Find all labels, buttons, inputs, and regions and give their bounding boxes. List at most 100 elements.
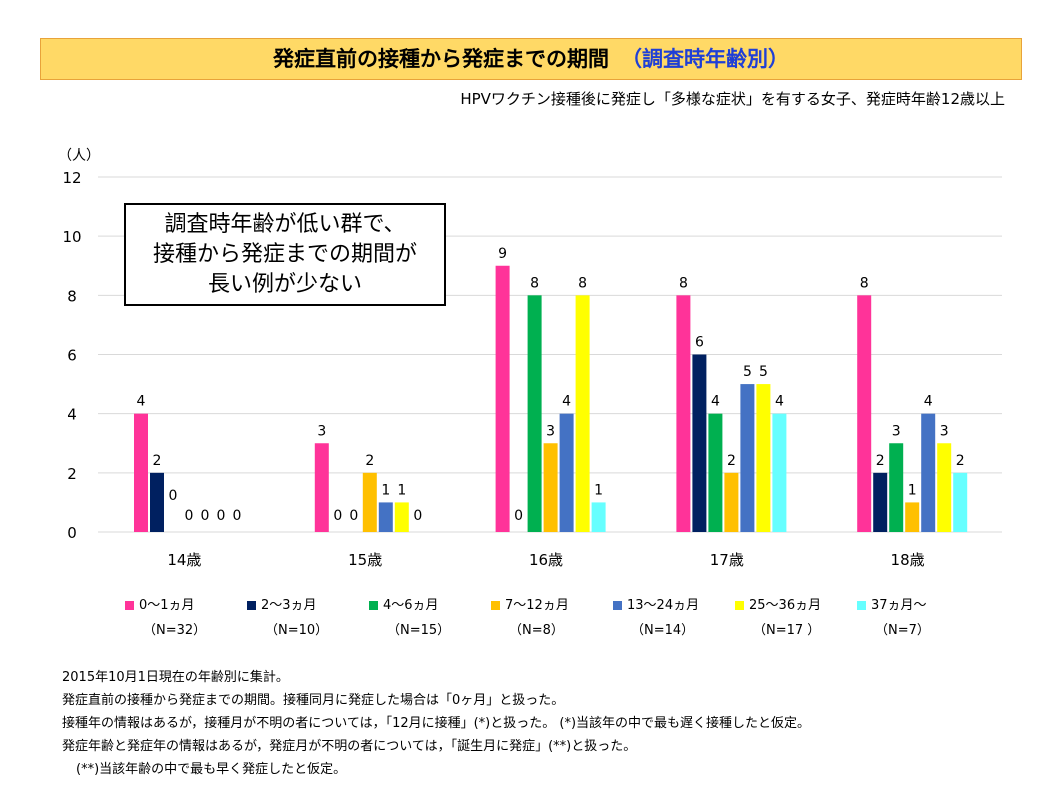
annotation-line: 調査時年齢が低い群で、 <box>164 212 406 237</box>
data-label: 4 <box>924 394 933 410</box>
y-tick-label: 0 <box>67 524 77 542</box>
annotation-line: 長い例が少ない <box>207 272 362 297</box>
bar <box>527 295 542 532</box>
bar <box>394 502 409 532</box>
bar <box>857 295 872 532</box>
footnotes: 2015年10月1日現在の年齢別に集計。 発症直前の接種から発症までの期間。接種… <box>62 666 810 781</box>
footnote: 発症直前の接種から発症までの期間。接種同月に発症した場合は「0ヶ月」と扱った。 <box>62 693 565 708</box>
bar <box>362 472 377 532</box>
bar <box>676 295 691 532</box>
legend-label: 25～36ヵ月 <box>749 598 822 613</box>
bar <box>591 502 606 532</box>
data-label: 5 <box>759 364 768 380</box>
bar <box>708 413 723 532</box>
data-label: 4 <box>137 394 146 410</box>
legend-item: 7～12ヵ月 （N=8） <box>491 594 569 638</box>
bar <box>756 384 771 532</box>
x-tick-label: 17歳 <box>710 551 744 569</box>
bar <box>724 472 739 532</box>
bar <box>543 443 558 532</box>
legend-item: 0～1ヵ月 （N=32） <box>125 594 206 638</box>
legend-label: 0～1ヵ月 <box>139 598 195 613</box>
bar <box>378 502 393 532</box>
chart-title-banner: 発症直前の接種から発症までの期間 （調査時年齢別） <box>40 38 1022 80</box>
data-label: 1 <box>381 482 390 498</box>
legend-n: （N=14） <box>631 623 695 638</box>
bar <box>495 265 510 532</box>
bar <box>873 472 888 532</box>
legend-item: 37ヵ月～ （N=7） <box>857 594 930 638</box>
bar <box>314 443 329 532</box>
y-tick-label: 2 <box>67 465 77 483</box>
footnote: (**)当該年齢の中で最も早く発症したと仮定。 <box>76 762 347 777</box>
y-tick-label: 6 <box>67 347 77 365</box>
legend-item: 13～24ヵ月 （N=14） <box>613 594 699 638</box>
bar <box>559 413 574 532</box>
legend-item: 25～36ヵ月 （N=17 ） <box>735 594 821 638</box>
chart-title-sub: （調査時年齢別） <box>621 47 789 71</box>
data-label: 0 <box>349 508 358 524</box>
bar <box>921 413 936 532</box>
legend-swatch <box>857 601 866 610</box>
data-label: 3 <box>892 423 901 439</box>
bar <box>134 413 148 532</box>
legend-swatch <box>369 601 378 610</box>
legend-item: 4～6ヵ月 （N=15） <box>369 594 450 638</box>
data-label: 2 <box>365 453 374 469</box>
footnote: 2015年10月1日現在の年齢別に集計。 <box>62 670 289 685</box>
data-label: 3 <box>317 423 326 439</box>
x-tick-label: 14歳 <box>167 551 201 569</box>
chart-title: 発症直前の接種から発症までの期間 <box>273 47 609 71</box>
data-label: 4 <box>775 394 784 410</box>
data-label: 8 <box>860 275 869 291</box>
legend-swatch <box>613 601 622 610</box>
y-tick-label: 10 <box>62 228 81 246</box>
data-label: 3 <box>940 423 949 439</box>
bar <box>889 443 904 532</box>
bar <box>937 443 952 532</box>
data-label: 2 <box>153 453 162 469</box>
legend-swatch <box>247 601 256 610</box>
data-label: 6 <box>695 335 704 351</box>
legend-n: （N=10） <box>265 623 329 638</box>
footnote: 発症年齢と発症年の情報はあるが，発症月が不明の者については，「誕生月に発症」(*… <box>62 739 637 754</box>
legend-n: （N=8） <box>509 623 564 638</box>
data-label: 5 <box>743 364 752 380</box>
data-label: 3 <box>546 423 555 439</box>
annotation-line: 接種から発症までの期間が <box>152 242 417 267</box>
data-label: 0 <box>217 508 226 524</box>
y-tick-label: 8 <box>67 287 77 305</box>
x-tick-label: 16歳 <box>529 551 563 569</box>
legend-label: 4～6ヵ月 <box>383 598 439 613</box>
data-label: 8 <box>679 275 688 291</box>
data-label: 0 <box>514 508 523 524</box>
data-label: 8 <box>578 275 587 291</box>
data-label: 8 <box>530 275 539 291</box>
y-tick-label: 4 <box>67 406 77 424</box>
footnote: 接種年の情報はあるが，接種月が不明の者については，「12月に接種」(*)と扱った… <box>62 716 811 731</box>
legend-n: （N=32） <box>143 623 207 638</box>
legend-swatch <box>125 601 134 610</box>
bar <box>150 472 164 532</box>
x-tick-label: 15歳 <box>348 551 382 569</box>
data-label: 2 <box>956 453 965 469</box>
data-label: 2 <box>876 453 885 469</box>
bar <box>772 413 787 532</box>
legend-label: 13～24ヵ月 <box>627 598 700 613</box>
legend-swatch <box>735 601 744 610</box>
data-label: 9 <box>498 246 507 262</box>
bar <box>575 295 590 532</box>
legend-label: 7～12ヵ月 <box>505 598 569 613</box>
bar <box>905 502 920 532</box>
data-label: 0 <box>169 488 178 504</box>
legend-swatch <box>491 601 500 610</box>
y-axis-label: （人） <box>58 148 100 164</box>
bar <box>740 384 755 532</box>
annotation-box: 調査時年齢が低い群で、 接種から発症までの期間が 長い例が少ない <box>124 203 446 306</box>
legend-n: （N=15） <box>387 623 451 638</box>
bar <box>953 472 968 532</box>
data-label: 1 <box>908 482 917 498</box>
data-label: 0 <box>333 508 342 524</box>
data-label: 1 <box>594 482 603 498</box>
legend-n: （N=7） <box>875 623 930 638</box>
